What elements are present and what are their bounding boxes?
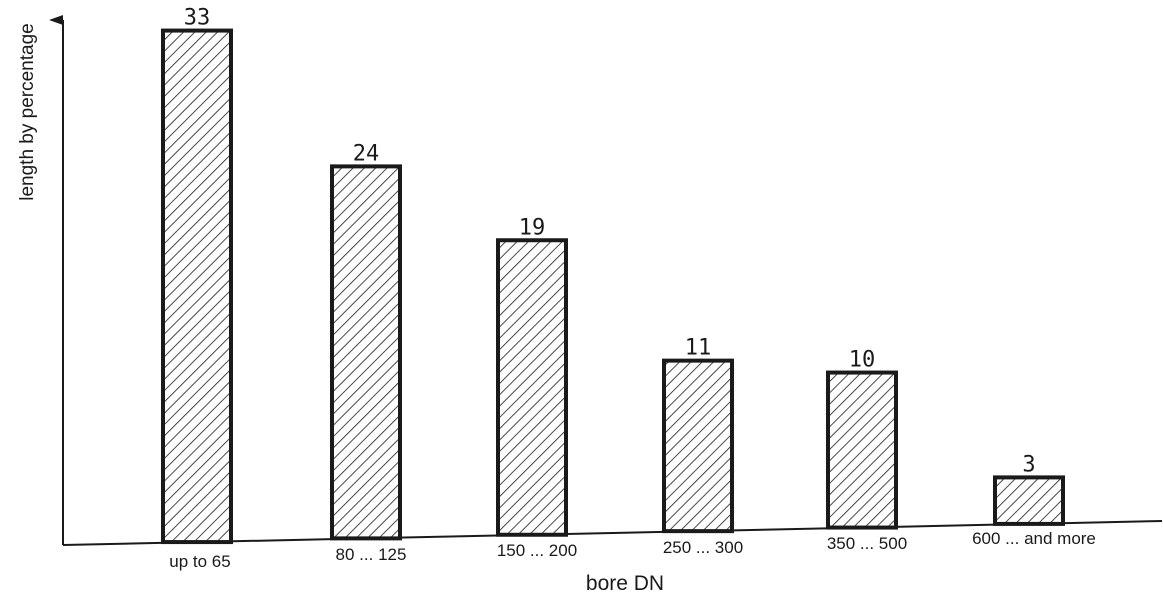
x-axis	[62, 520, 1163, 546]
x-tick-label: 150 ... 200	[497, 541, 577, 560]
x-tick-label: 350 ... 500	[827, 534, 907, 553]
x-tick-label: 250 ... 300	[663, 538, 743, 557]
value-labels-group: 33 24 19 11 10 3	[184, 6, 1036, 478]
bar-value-label: 33	[184, 6, 211, 31]
y-axis-title: length by percentage	[17, 23, 38, 200]
bar	[161, 28, 233, 545]
x-tick-label: 600 ... and more	[972, 529, 1096, 548]
bar-value-label: 24	[353, 141, 380, 166]
bar	[330, 164, 402, 541]
bar	[826, 370, 898, 530]
bar	[993, 475, 1065, 526]
bar-value-label: 11	[685, 336, 712, 361]
bar	[662, 358, 734, 534]
x-tick-labels-group: up to 65 80 ... 125 150 ... 200 250 ... 300…	[169, 529, 1096, 571]
bar-value-label: 10	[849, 348, 876, 373]
bar	[496, 238, 568, 537]
x-axis-title: bore DN	[586, 572, 664, 595]
bars-group	[161, 28, 1065, 545]
x-tick-label: up to 65	[169, 552, 230, 571]
bar-value-label: 19	[519, 215, 546, 240]
x-tick-label: 80 ... 125	[336, 545, 407, 564]
bar-value-label: 3	[1022, 452, 1035, 477]
